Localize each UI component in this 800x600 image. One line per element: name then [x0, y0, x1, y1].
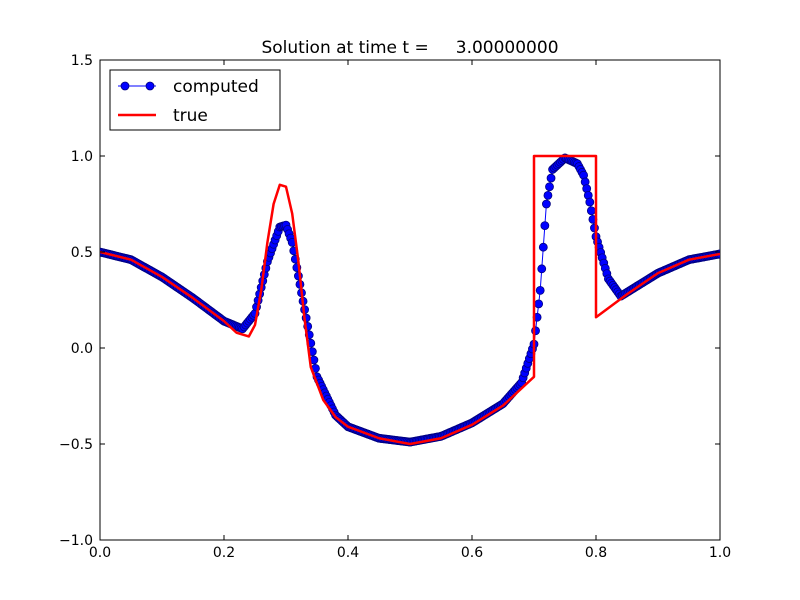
x-tick-label: 0.8	[585, 545, 607, 561]
legend-swatch-computed-marker	[145, 81, 155, 91]
computed-point	[545, 182, 554, 192]
computed-point	[546, 173, 556, 183]
legend-label-true: true	[173, 106, 208, 126]
series-true-line	[100, 154, 720, 446]
computed-point	[535, 285, 545, 295]
computed-point	[542, 199, 551, 209]
y-tick-label: −0.5	[59, 437, 93, 453]
computed-point	[537, 264, 547, 274]
y-tick-label: 0.0	[71, 341, 93, 357]
computed-point	[585, 197, 595, 207]
computed-point	[540, 221, 550, 231]
x-tick-label: 0.4	[337, 545, 359, 561]
chart-title: Solution at time t = 3.00000000	[261, 38, 558, 58]
tick-layer: 0.0 0.2 0.4 0.6 0.8 1.0 −1.0 −0.5 0.0 0.5 1.0 1.5	[59, 53, 731, 561]
y-tick-label: 0.5	[71, 245, 93, 261]
y-tick-label: 1.5	[71, 53, 93, 69]
series-layer	[100, 153, 720, 447]
y-tick-label: −1.0	[59, 533, 93, 549]
computed-point	[538, 242, 548, 252]
x-tick-label: 0.0	[89, 545, 111, 561]
legend-label-computed: computed	[173, 77, 259, 97]
x-tick-label: 0.2	[213, 545, 235, 561]
legend-swatch-computed-marker	[120, 81, 130, 91]
computed-point	[534, 299, 544, 309]
legend: computed true	[109, 69, 281, 131]
legend-box	[109, 69, 281, 131]
y-tick-label: 1.0	[71, 149, 93, 165]
plot-area-frame	[99, 59, 721, 541]
computed-point	[543, 190, 553, 200]
x-tick-label: 1.0	[709, 545, 731, 561]
x-tick-label: 0.6	[461, 545, 483, 561]
computed-point	[586, 206, 596, 216]
